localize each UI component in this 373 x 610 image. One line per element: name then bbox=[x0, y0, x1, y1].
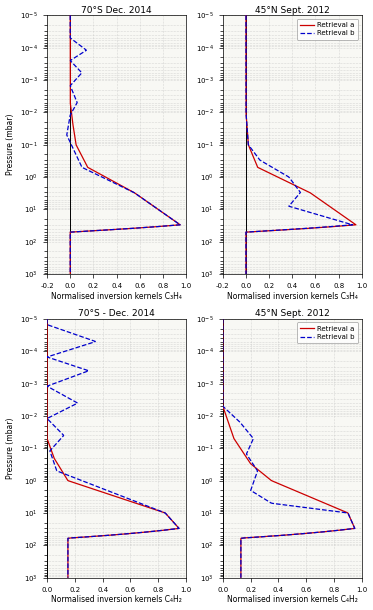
Retrieval b bbox=[47, 382, 51, 389]
Retrieval b bbox=[239, 574, 243, 581]
Retrieval a bbox=[258, 468, 262, 475]
Retrieval a bbox=[244, 12, 248, 19]
Retrieval a bbox=[45, 361, 49, 368]
X-axis label: Normalised inversion kernels C₄H₂: Normalised inversion kernels C₄H₂ bbox=[51, 595, 182, 605]
Line: Retrieval a: Retrieval a bbox=[47, 319, 179, 578]
Retrieval b bbox=[295, 184, 300, 192]
Line: Retrieval a: Retrieval a bbox=[246, 15, 356, 274]
Retrieval b bbox=[68, 12, 72, 19]
Retrieval a bbox=[220, 361, 225, 368]
Retrieval a bbox=[45, 382, 49, 389]
Retrieval b bbox=[220, 361, 225, 368]
Retrieval b bbox=[245, 129, 250, 136]
Retrieval a bbox=[244, 57, 248, 65]
Retrieval b bbox=[123, 184, 127, 192]
Retrieval b bbox=[157, 206, 162, 213]
Retrieval a bbox=[86, 164, 91, 171]
Retrieval b bbox=[66, 574, 70, 581]
Retrieval a bbox=[99, 488, 103, 495]
Retrieval a bbox=[68, 270, 72, 278]
Y-axis label: Pressure (mbar): Pressure (mbar) bbox=[6, 114, 15, 176]
Retrieval b bbox=[61, 432, 66, 440]
X-axis label: Normalised inversion kernels C₃H₄: Normalised inversion kernels C₃H₄ bbox=[51, 292, 182, 301]
Line: Retrieval b: Retrieval b bbox=[223, 319, 355, 578]
Retrieval a bbox=[295, 488, 300, 495]
Retrieval a bbox=[298, 184, 303, 192]
Line: Retrieval b: Retrieval b bbox=[67, 15, 180, 274]
Retrieval b bbox=[81, 164, 85, 171]
Retrieval a bbox=[333, 206, 337, 213]
Retrieval b bbox=[255, 468, 260, 475]
Retrieval b bbox=[271, 164, 275, 171]
Retrieval b bbox=[108, 488, 113, 495]
Retrieval b bbox=[251, 488, 255, 495]
Retrieval a bbox=[68, 57, 72, 65]
X-axis label: Normalised inversion kernels C₄H₂: Normalised inversion kernels C₄H₂ bbox=[227, 595, 358, 605]
Retrieval b bbox=[65, 129, 69, 136]
Retrieval a bbox=[245, 129, 250, 136]
Retrieval a bbox=[231, 432, 235, 440]
Retrieval b bbox=[69, 57, 73, 65]
Retrieval b bbox=[244, 57, 248, 65]
Retrieval b bbox=[244, 270, 248, 278]
Title: 45°N Sept. 2012: 45°N Sept. 2012 bbox=[255, 309, 330, 318]
Line: Retrieval b: Retrieval b bbox=[246, 15, 352, 274]
Legend: Retrieval a, Retrieval b: Retrieval a, Retrieval b bbox=[297, 19, 358, 40]
Retrieval b bbox=[244, 12, 248, 19]
Retrieval b bbox=[68, 361, 73, 368]
Retrieval a bbox=[45, 315, 49, 323]
Retrieval a bbox=[239, 574, 243, 581]
Retrieval b bbox=[72, 78, 76, 85]
Retrieval a bbox=[124, 184, 128, 192]
Line: Retrieval a: Retrieval a bbox=[223, 319, 355, 578]
X-axis label: Normalised inversion kernels C₃H₄: Normalised inversion kernels C₃H₄ bbox=[227, 292, 358, 301]
Retrieval b bbox=[346, 510, 351, 517]
Line: Retrieval b: Retrieval b bbox=[47, 319, 179, 578]
Retrieval a bbox=[68, 78, 72, 85]
Retrieval a bbox=[220, 315, 225, 323]
Title: 45°N Sept. 2012: 45°N Sept. 2012 bbox=[255, 5, 330, 15]
Retrieval a bbox=[220, 382, 225, 389]
Retrieval a bbox=[346, 510, 351, 517]
Title: 70°S - Dec. 2014: 70°S - Dec. 2014 bbox=[78, 309, 155, 318]
Retrieval a bbox=[66, 574, 70, 581]
Retrieval a bbox=[68, 12, 72, 19]
Retrieval b bbox=[56, 468, 60, 475]
Retrieval b bbox=[220, 382, 225, 389]
Retrieval b bbox=[68, 270, 72, 278]
Retrieval b bbox=[220, 315, 225, 323]
Retrieval a bbox=[60, 468, 65, 475]
Retrieval b bbox=[244, 78, 248, 85]
Line: Retrieval a: Retrieval a bbox=[70, 15, 180, 274]
Retrieval a bbox=[72, 129, 76, 136]
Retrieval a bbox=[157, 206, 162, 213]
Retrieval a bbox=[244, 78, 248, 85]
Retrieval a bbox=[45, 432, 49, 440]
Retrieval b bbox=[300, 206, 304, 213]
Retrieval a bbox=[256, 164, 261, 171]
Retrieval a bbox=[164, 510, 168, 517]
Y-axis label: Pressure (mbar): Pressure (mbar) bbox=[6, 417, 15, 479]
Retrieval b bbox=[164, 510, 168, 517]
Title: 70°S Dec. 2014: 70°S Dec. 2014 bbox=[81, 5, 152, 15]
Retrieval b bbox=[45, 315, 49, 323]
Retrieval b bbox=[249, 432, 254, 440]
Retrieval a bbox=[244, 270, 248, 278]
Legend: Retrieval a, Retrieval b: Retrieval a, Retrieval b bbox=[297, 323, 358, 343]
